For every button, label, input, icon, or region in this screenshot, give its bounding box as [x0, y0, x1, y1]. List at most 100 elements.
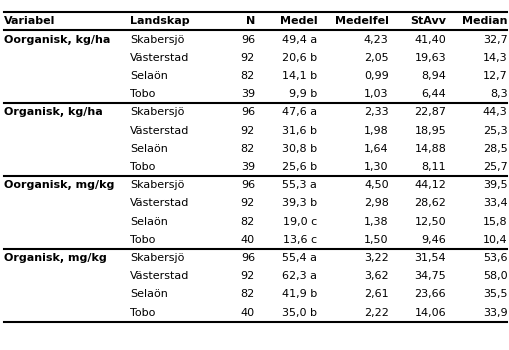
Text: 49,4 a: 49,4 a — [281, 35, 317, 44]
Text: 55,3 a: 55,3 a — [282, 180, 317, 190]
Text: 55,4 a: 55,4 a — [281, 253, 317, 263]
Text: 41,9 b: 41,9 b — [281, 289, 317, 299]
Text: 2,22: 2,22 — [363, 308, 388, 317]
Text: 31,54: 31,54 — [414, 253, 445, 263]
Text: 28,62: 28,62 — [414, 198, 445, 208]
Text: Selaön: Selaön — [130, 71, 167, 81]
Text: Selaön: Selaön — [130, 144, 167, 154]
Text: 13,6 c: 13,6 c — [282, 235, 317, 245]
Text: 3,62: 3,62 — [363, 271, 388, 281]
Text: Tobo: Tobo — [130, 235, 155, 245]
Text: 92: 92 — [240, 271, 254, 281]
Text: 39,5: 39,5 — [482, 180, 506, 190]
Text: 82: 82 — [240, 217, 254, 226]
Text: 10,4: 10,4 — [482, 235, 506, 245]
Text: 39,3 b: 39,3 b — [281, 198, 317, 208]
Text: 25,3: 25,3 — [482, 126, 506, 135]
Text: 39: 39 — [240, 89, 254, 99]
Text: 34,75: 34,75 — [414, 271, 445, 281]
Text: Medel: Medel — [279, 16, 317, 26]
Text: Skabersjö: Skabersjö — [130, 253, 184, 263]
Text: 14,06: 14,06 — [414, 308, 445, 317]
Text: 2,33: 2,33 — [363, 107, 388, 117]
Text: 14,88: 14,88 — [414, 144, 445, 154]
Text: 4,50: 4,50 — [363, 180, 388, 190]
Text: Västerstad: Västerstad — [130, 126, 189, 135]
Text: 92: 92 — [240, 198, 254, 208]
Text: Median: Median — [461, 16, 506, 26]
Text: 47,6 a: 47,6 a — [281, 107, 317, 117]
Text: 44,3: 44,3 — [482, 107, 506, 117]
Text: 8,3: 8,3 — [489, 89, 506, 99]
Text: 30,8 b: 30,8 b — [281, 144, 317, 154]
Text: 53,6: 53,6 — [482, 253, 506, 263]
Text: 1,64: 1,64 — [363, 144, 388, 154]
Text: 32,7: 32,7 — [482, 35, 506, 44]
Text: 40: 40 — [240, 235, 254, 245]
Text: Landskap: Landskap — [130, 16, 189, 26]
Text: 25,6 b: 25,6 b — [281, 162, 317, 172]
Text: 18,95: 18,95 — [414, 126, 445, 135]
Text: 92: 92 — [240, 53, 254, 63]
Text: Västerstad: Västerstad — [130, 198, 189, 208]
Text: 92: 92 — [240, 126, 254, 135]
Text: 4,23: 4,23 — [363, 35, 388, 44]
Text: 41,40: 41,40 — [414, 35, 445, 44]
Text: Organisk, mg/kg: Organisk, mg/kg — [4, 253, 106, 263]
Text: 15,8: 15,8 — [482, 217, 506, 226]
Text: 9,9 b: 9,9 b — [289, 89, 317, 99]
Text: 14,3: 14,3 — [482, 53, 506, 63]
Text: Medelfel: Medelfel — [334, 16, 388, 26]
Text: Selaön: Selaön — [130, 217, 167, 226]
Text: Tobo: Tobo — [130, 89, 155, 99]
Text: 1,30: 1,30 — [363, 162, 388, 172]
Text: Organisk, kg/ha: Organisk, kg/ha — [4, 107, 103, 117]
Text: 19,0 c: 19,0 c — [282, 217, 317, 226]
Text: 39: 39 — [240, 162, 254, 172]
Text: Oorganisk, kg/ha: Oorganisk, kg/ha — [4, 35, 110, 44]
Text: 96: 96 — [240, 180, 254, 190]
Text: 1,98: 1,98 — [363, 126, 388, 135]
Text: Oorganisk, mg/kg: Oorganisk, mg/kg — [4, 180, 114, 190]
Text: N: N — [245, 16, 254, 26]
Text: 25,7: 25,7 — [482, 162, 506, 172]
Text: 2,61: 2,61 — [363, 289, 388, 299]
Text: 96: 96 — [240, 107, 254, 117]
Text: 12,7: 12,7 — [482, 71, 506, 81]
Text: 0,99: 0,99 — [363, 71, 388, 81]
Text: 58,0: 58,0 — [482, 271, 506, 281]
Text: 14,1 b: 14,1 b — [281, 71, 317, 81]
Text: 28,5: 28,5 — [482, 144, 506, 154]
Text: 82: 82 — [240, 144, 254, 154]
Text: 3,22: 3,22 — [363, 253, 388, 263]
Text: Västerstad: Västerstad — [130, 53, 189, 63]
Text: Tobo: Tobo — [130, 308, 155, 317]
Text: 1,50: 1,50 — [363, 235, 388, 245]
Text: 82: 82 — [240, 71, 254, 81]
Text: 96: 96 — [240, 253, 254, 263]
Text: 31,6 b: 31,6 b — [281, 126, 317, 135]
Text: 62,3 a: 62,3 a — [281, 271, 317, 281]
Text: 6,44: 6,44 — [420, 89, 445, 99]
Text: 22,87: 22,87 — [413, 107, 445, 117]
Text: StAvv: StAvv — [409, 16, 445, 26]
Text: Variabel: Variabel — [4, 16, 55, 26]
Text: 12,50: 12,50 — [414, 217, 445, 226]
Text: 1,38: 1,38 — [363, 217, 388, 226]
Text: 33,9: 33,9 — [482, 308, 506, 317]
Text: Tobo: Tobo — [130, 162, 155, 172]
Text: 2,98: 2,98 — [363, 198, 388, 208]
Text: 44,12: 44,12 — [414, 180, 445, 190]
Text: Skabersjö: Skabersjö — [130, 35, 184, 44]
Text: 8,11: 8,11 — [421, 162, 445, 172]
Text: 35,5: 35,5 — [482, 289, 506, 299]
Text: Västerstad: Västerstad — [130, 271, 189, 281]
Text: 19,63: 19,63 — [414, 53, 445, 63]
Text: 23,66: 23,66 — [414, 289, 445, 299]
Text: 2,05: 2,05 — [363, 53, 388, 63]
Text: 82: 82 — [240, 289, 254, 299]
Text: Skabersjö: Skabersjö — [130, 107, 184, 117]
Text: 9,46: 9,46 — [420, 235, 445, 245]
Text: 20,6 b: 20,6 b — [281, 53, 317, 63]
Text: Selaön: Selaön — [130, 289, 167, 299]
